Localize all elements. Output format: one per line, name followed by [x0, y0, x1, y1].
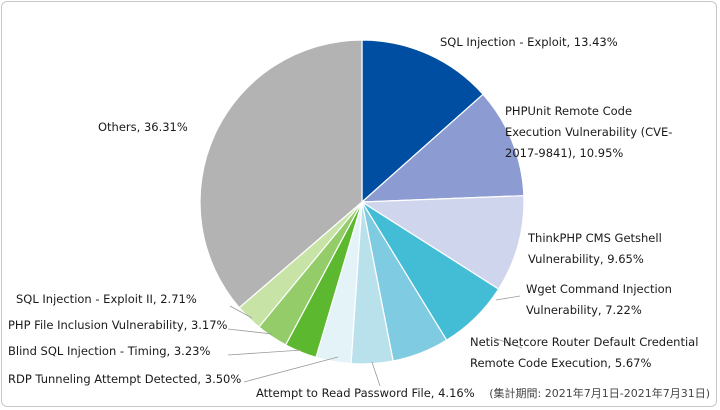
- leader-line-5: [493, 337, 523, 349]
- leader-line-7: [243, 356, 339, 383]
- slice-label-line: 2017-9841), 10.95%: [505, 146, 623, 160]
- slice-label-11: Others, 36.31%: [98, 120, 188, 134]
- slice-label-line: Blind SQL Injection - Timing, 3.23%: [8, 344, 210, 358]
- slice-label-6: Attempt to Read Password File, 4.16%: [256, 386, 475, 400]
- pie-slices: [199, 39, 525, 365]
- pie-slice-2: [360, 93, 525, 203]
- slice-label-line: Attempt to Read Password File, 4.16%: [256, 386, 475, 400]
- slice-label-line: Remote Code Execution, 5.67%: [470, 356, 651, 370]
- pie-slice-3: [360, 195, 525, 290]
- leader-line-6: [371, 361, 381, 387]
- slice-label-line: Execution Vulnerability (CVE-: [505, 125, 672, 139]
- slice-label-9: PHP File Inclusion Vulnerability, 3.17%: [8, 318, 228, 332]
- slice-label-line: Wget Command Injection: [526, 282, 672, 296]
- slice-label-line: RDP Tunneling Attempt Detected, 3.50%: [8, 372, 241, 386]
- slice-label-1: SQL Injection - Exploit, 13.43%: [440, 35, 618, 49]
- pie-slice-11: [199, 39, 363, 309]
- slice-label-line: PHPUnit Remote Code: [505, 104, 632, 118]
- slice-label-4: Wget Command Injection Vulnerability, 7.2…: [526, 282, 672, 317]
- slice-label-10: SQL Injection - Exploit II, 2.71%: [16, 292, 197, 306]
- slice-label-5: Netis Netcore Router Default Credential R…: [470, 335, 698, 370]
- slice-label-line: Vulnerability, 9.65%: [528, 252, 644, 266]
- period-note: (集計期間: 2021年7月1日-2021年7月31日): [489, 386, 710, 400]
- slice-label-line: SQL Injection - Exploit, 13.43%: [440, 35, 618, 49]
- slice-label-8: Blind SQL Injection - Timing, 3.23%: [8, 344, 210, 358]
- slice-label-line: Netis Netcore Router Default Credential: [470, 335, 698, 349]
- slice-label-2: PHPUnit Remote Code Execution Vulnerabili…: [505, 104, 672, 160]
- slice-label-line: Vulnerability, 7.22%: [526, 303, 642, 317]
- leader-line-10: [229, 305, 253, 319]
- slice-labels: SQL Injection - Exploit, 13.43% PHPUnit R…: [8, 35, 698, 400]
- slice-label-line: Others, 36.31%: [98, 120, 188, 134]
- leader-lines: [227, 295, 523, 387]
- slice-label-line: SQL Injection - Exploit II, 2.71%: [16, 292, 197, 306]
- slice-label-7: RDP Tunneling Attempt Detected, 3.50%: [8, 372, 241, 386]
- slice-label-3: ThinkPHP CMS Getshell Vulnerability, 9.65…: [527, 231, 662, 266]
- pie-slice-1: [361, 39, 484, 204]
- leader-line-9: [227, 328, 273, 335]
- slice-label-line: PHP File Inclusion Vulnerability, 3.17%: [8, 318, 228, 332]
- leader-line-8: [227, 349, 303, 356]
- leader-line-4: [495, 295, 521, 301]
- slice-label-line: ThinkPHP CMS Getshell: [527, 231, 662, 245]
